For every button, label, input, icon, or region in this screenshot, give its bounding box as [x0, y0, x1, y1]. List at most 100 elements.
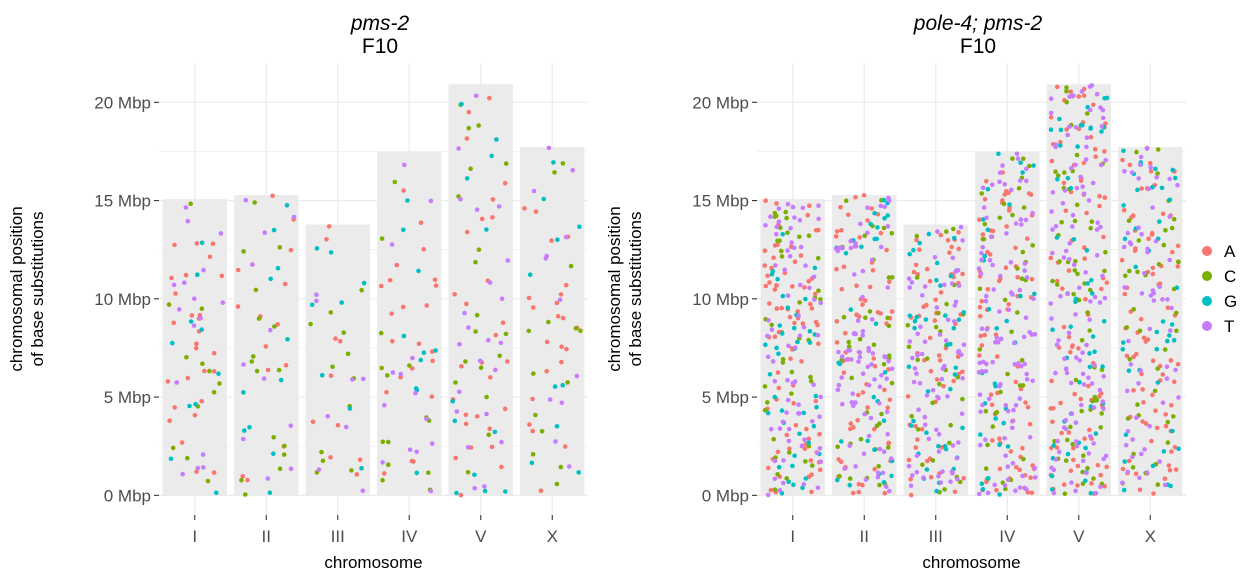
point-g [979, 481, 985, 487]
point-a [908, 492, 914, 498]
point-t [1100, 399, 1106, 404]
point-t [956, 440, 961, 445]
point-t [1160, 297, 1165, 302]
point-t [954, 455, 960, 461]
point-t [816, 203, 821, 208]
point-a [288, 247, 294, 253]
point-a [1013, 245, 1018, 251]
point-c [808, 378, 814, 384]
point-a [795, 309, 800, 314]
point-a [1054, 445, 1060, 450]
point-a [856, 314, 862, 319]
point-t [531, 188, 537, 194]
point-a [1150, 392, 1155, 398]
point-t [990, 182, 995, 187]
point-t [815, 333, 821, 338]
point-c [779, 248, 784, 254]
point-t [785, 248, 790, 253]
point-c [531, 371, 536, 376]
point-g [812, 265, 818, 271]
point-g [835, 477, 840, 483]
point-t [201, 267, 206, 273]
point-g [814, 404, 819, 410]
point-c [530, 452, 536, 457]
point-t [457, 389, 462, 395]
point-t [852, 244, 858, 249]
point-g [314, 246, 320, 251]
point-g [168, 456, 174, 462]
point-t [835, 248, 841, 254]
point-c [1080, 469, 1085, 475]
point-a [1093, 154, 1098, 159]
point-c [1103, 249, 1108, 255]
point-t [482, 484, 487, 489]
point-a [263, 344, 269, 349]
point-c [1135, 402, 1140, 407]
point-g [1104, 95, 1110, 101]
point-c [1021, 156, 1026, 162]
point-t [1062, 425, 1067, 430]
point-t [1084, 144, 1089, 150]
point-t [1017, 178, 1023, 183]
point-t [770, 359, 776, 364]
point-g [943, 446, 949, 452]
point-g [923, 317, 929, 322]
point-t [1138, 368, 1143, 373]
point-a [1066, 334, 1072, 340]
point-a [945, 238, 951, 243]
point-t [288, 466, 294, 472]
point-t [796, 402, 801, 408]
point-a [1166, 463, 1172, 468]
point-g [952, 372, 958, 377]
point-c [254, 368, 260, 374]
point-a [933, 297, 938, 303]
point-a [1160, 211, 1166, 217]
point-a [938, 290, 944, 295]
point-g [188, 319, 194, 324]
point-a [1023, 400, 1028, 405]
point-g [1133, 264, 1138, 270]
point-a [185, 375, 191, 381]
point-g [1088, 490, 1094, 496]
point-g [803, 476, 809, 481]
point-a [994, 488, 999, 493]
point-a [774, 201, 779, 206]
point-t [1125, 230, 1130, 236]
legend-label: A [1224, 242, 1236, 261]
point-a [938, 232, 944, 238]
point-a [960, 369, 965, 375]
point-c [846, 344, 852, 349]
point-t [1016, 360, 1021, 366]
point-a [793, 423, 799, 428]
point-t [1175, 182, 1180, 188]
point-g [982, 253, 988, 259]
point-t [1073, 420, 1079, 426]
point-g [1068, 185, 1074, 191]
point-t [796, 313, 801, 319]
point-g [848, 307, 854, 312]
point-a [429, 394, 435, 399]
point-t [457, 341, 462, 347]
point-a [934, 377, 940, 382]
point-t [1005, 477, 1011, 483]
point-c [1127, 268, 1132, 274]
point-t [918, 324, 923, 330]
point-t [1103, 158, 1108, 163]
point-t [176, 307, 182, 312]
point-t [192, 296, 197, 302]
point-g [552, 384, 558, 389]
point-g [813, 393, 819, 399]
point-t [955, 476, 960, 482]
point-g [319, 372, 325, 378]
point-t [1136, 176, 1141, 181]
point-t [1051, 490, 1057, 496]
point-t [1018, 363, 1024, 369]
point-g [1048, 127, 1054, 132]
point-t [878, 244, 884, 250]
point-a [804, 426, 809, 432]
point-c [1136, 238, 1142, 243]
point-g [786, 479, 791, 485]
point-c [1055, 173, 1061, 178]
point-t [1048, 301, 1053, 306]
